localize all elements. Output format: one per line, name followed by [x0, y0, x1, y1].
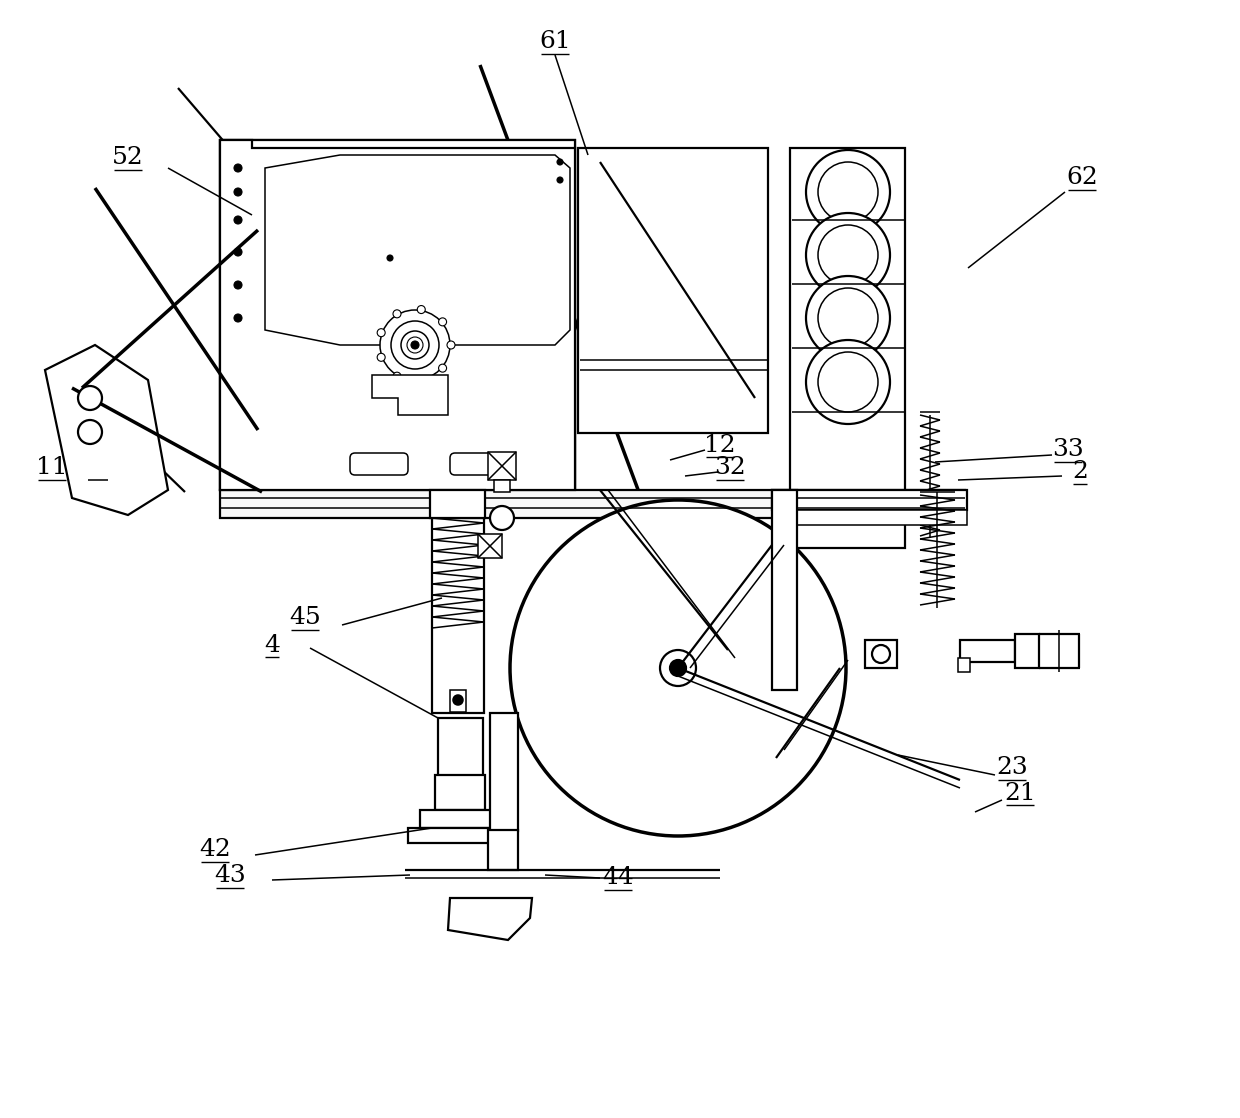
Text: 23: 23: [996, 757, 1028, 779]
Circle shape: [490, 506, 515, 530]
Bar: [960, 639, 1016, 662]
Bar: [420, 811, 498, 828]
Bar: [490, 713, 518, 831]
Circle shape: [818, 352, 878, 413]
Bar: [435, 775, 485, 811]
Circle shape: [234, 188, 242, 196]
Polygon shape: [372, 375, 448, 415]
Circle shape: [806, 150, 890, 234]
Polygon shape: [219, 140, 575, 490]
Polygon shape: [45, 345, 167, 515]
Text: 21: 21: [1004, 781, 1035, 805]
Circle shape: [379, 310, 450, 380]
Circle shape: [510, 500, 846, 836]
Circle shape: [818, 288, 878, 348]
FancyBboxPatch shape: [350, 453, 408, 475]
Polygon shape: [448, 898, 532, 940]
Circle shape: [806, 340, 890, 424]
Circle shape: [417, 305, 425, 313]
Circle shape: [391, 321, 439, 369]
Bar: [494, 480, 510, 492]
Circle shape: [806, 276, 890, 360]
Bar: [790, 148, 905, 548]
Circle shape: [78, 420, 102, 444]
Bar: [408, 828, 508, 843]
Circle shape: [806, 214, 890, 297]
Bar: [959, 659, 970, 672]
Circle shape: [377, 329, 386, 337]
Text: 45: 45: [289, 606, 321, 629]
Bar: [578, 148, 768, 433]
Circle shape: [818, 162, 878, 222]
Circle shape: [818, 225, 878, 285]
Circle shape: [234, 281, 242, 288]
Text: 52: 52: [112, 146, 144, 170]
Bar: [489, 830, 518, 870]
Bar: [219, 140, 575, 490]
Bar: [1016, 634, 1039, 667]
Circle shape: [439, 364, 446, 372]
Text: 43: 43: [215, 864, 246, 888]
Circle shape: [557, 177, 563, 183]
Text: 33: 33: [1052, 438, 1084, 462]
Circle shape: [557, 159, 563, 165]
Circle shape: [417, 377, 425, 385]
FancyBboxPatch shape: [450, 453, 508, 475]
Circle shape: [401, 331, 429, 359]
Bar: [489, 452, 516, 480]
Circle shape: [670, 660, 686, 676]
Text: 4: 4: [264, 634, 280, 656]
Bar: [773, 510, 967, 525]
Circle shape: [446, 341, 455, 349]
Circle shape: [410, 341, 419, 349]
Circle shape: [234, 164, 242, 172]
Bar: [432, 518, 484, 713]
Circle shape: [387, 255, 393, 260]
Circle shape: [407, 337, 423, 353]
Bar: [477, 534, 502, 558]
Text: 2: 2: [1073, 461, 1087, 483]
Circle shape: [439, 318, 446, 325]
Text: 32: 32: [714, 456, 746, 480]
Circle shape: [872, 645, 890, 663]
Bar: [773, 490, 797, 690]
Circle shape: [393, 310, 401, 318]
Text: 61: 61: [539, 30, 570, 54]
Text: 62: 62: [1066, 167, 1097, 189]
Polygon shape: [219, 140, 575, 490]
Text: 42: 42: [200, 838, 231, 862]
Bar: [450, 690, 466, 712]
Circle shape: [393, 372, 401, 380]
Bar: [219, 490, 965, 518]
Bar: [438, 718, 484, 776]
Circle shape: [234, 248, 242, 256]
Bar: [866, 639, 897, 667]
Circle shape: [660, 650, 696, 686]
Circle shape: [453, 695, 463, 705]
Text: 11: 11: [36, 456, 68, 480]
Bar: [430, 490, 485, 518]
Circle shape: [234, 216, 242, 224]
Circle shape: [78, 386, 102, 410]
Circle shape: [234, 314, 242, 322]
Polygon shape: [265, 155, 570, 345]
Text: 44: 44: [603, 866, 634, 890]
Text: 12: 12: [704, 434, 735, 456]
Circle shape: [377, 353, 386, 361]
Bar: [773, 490, 967, 510]
